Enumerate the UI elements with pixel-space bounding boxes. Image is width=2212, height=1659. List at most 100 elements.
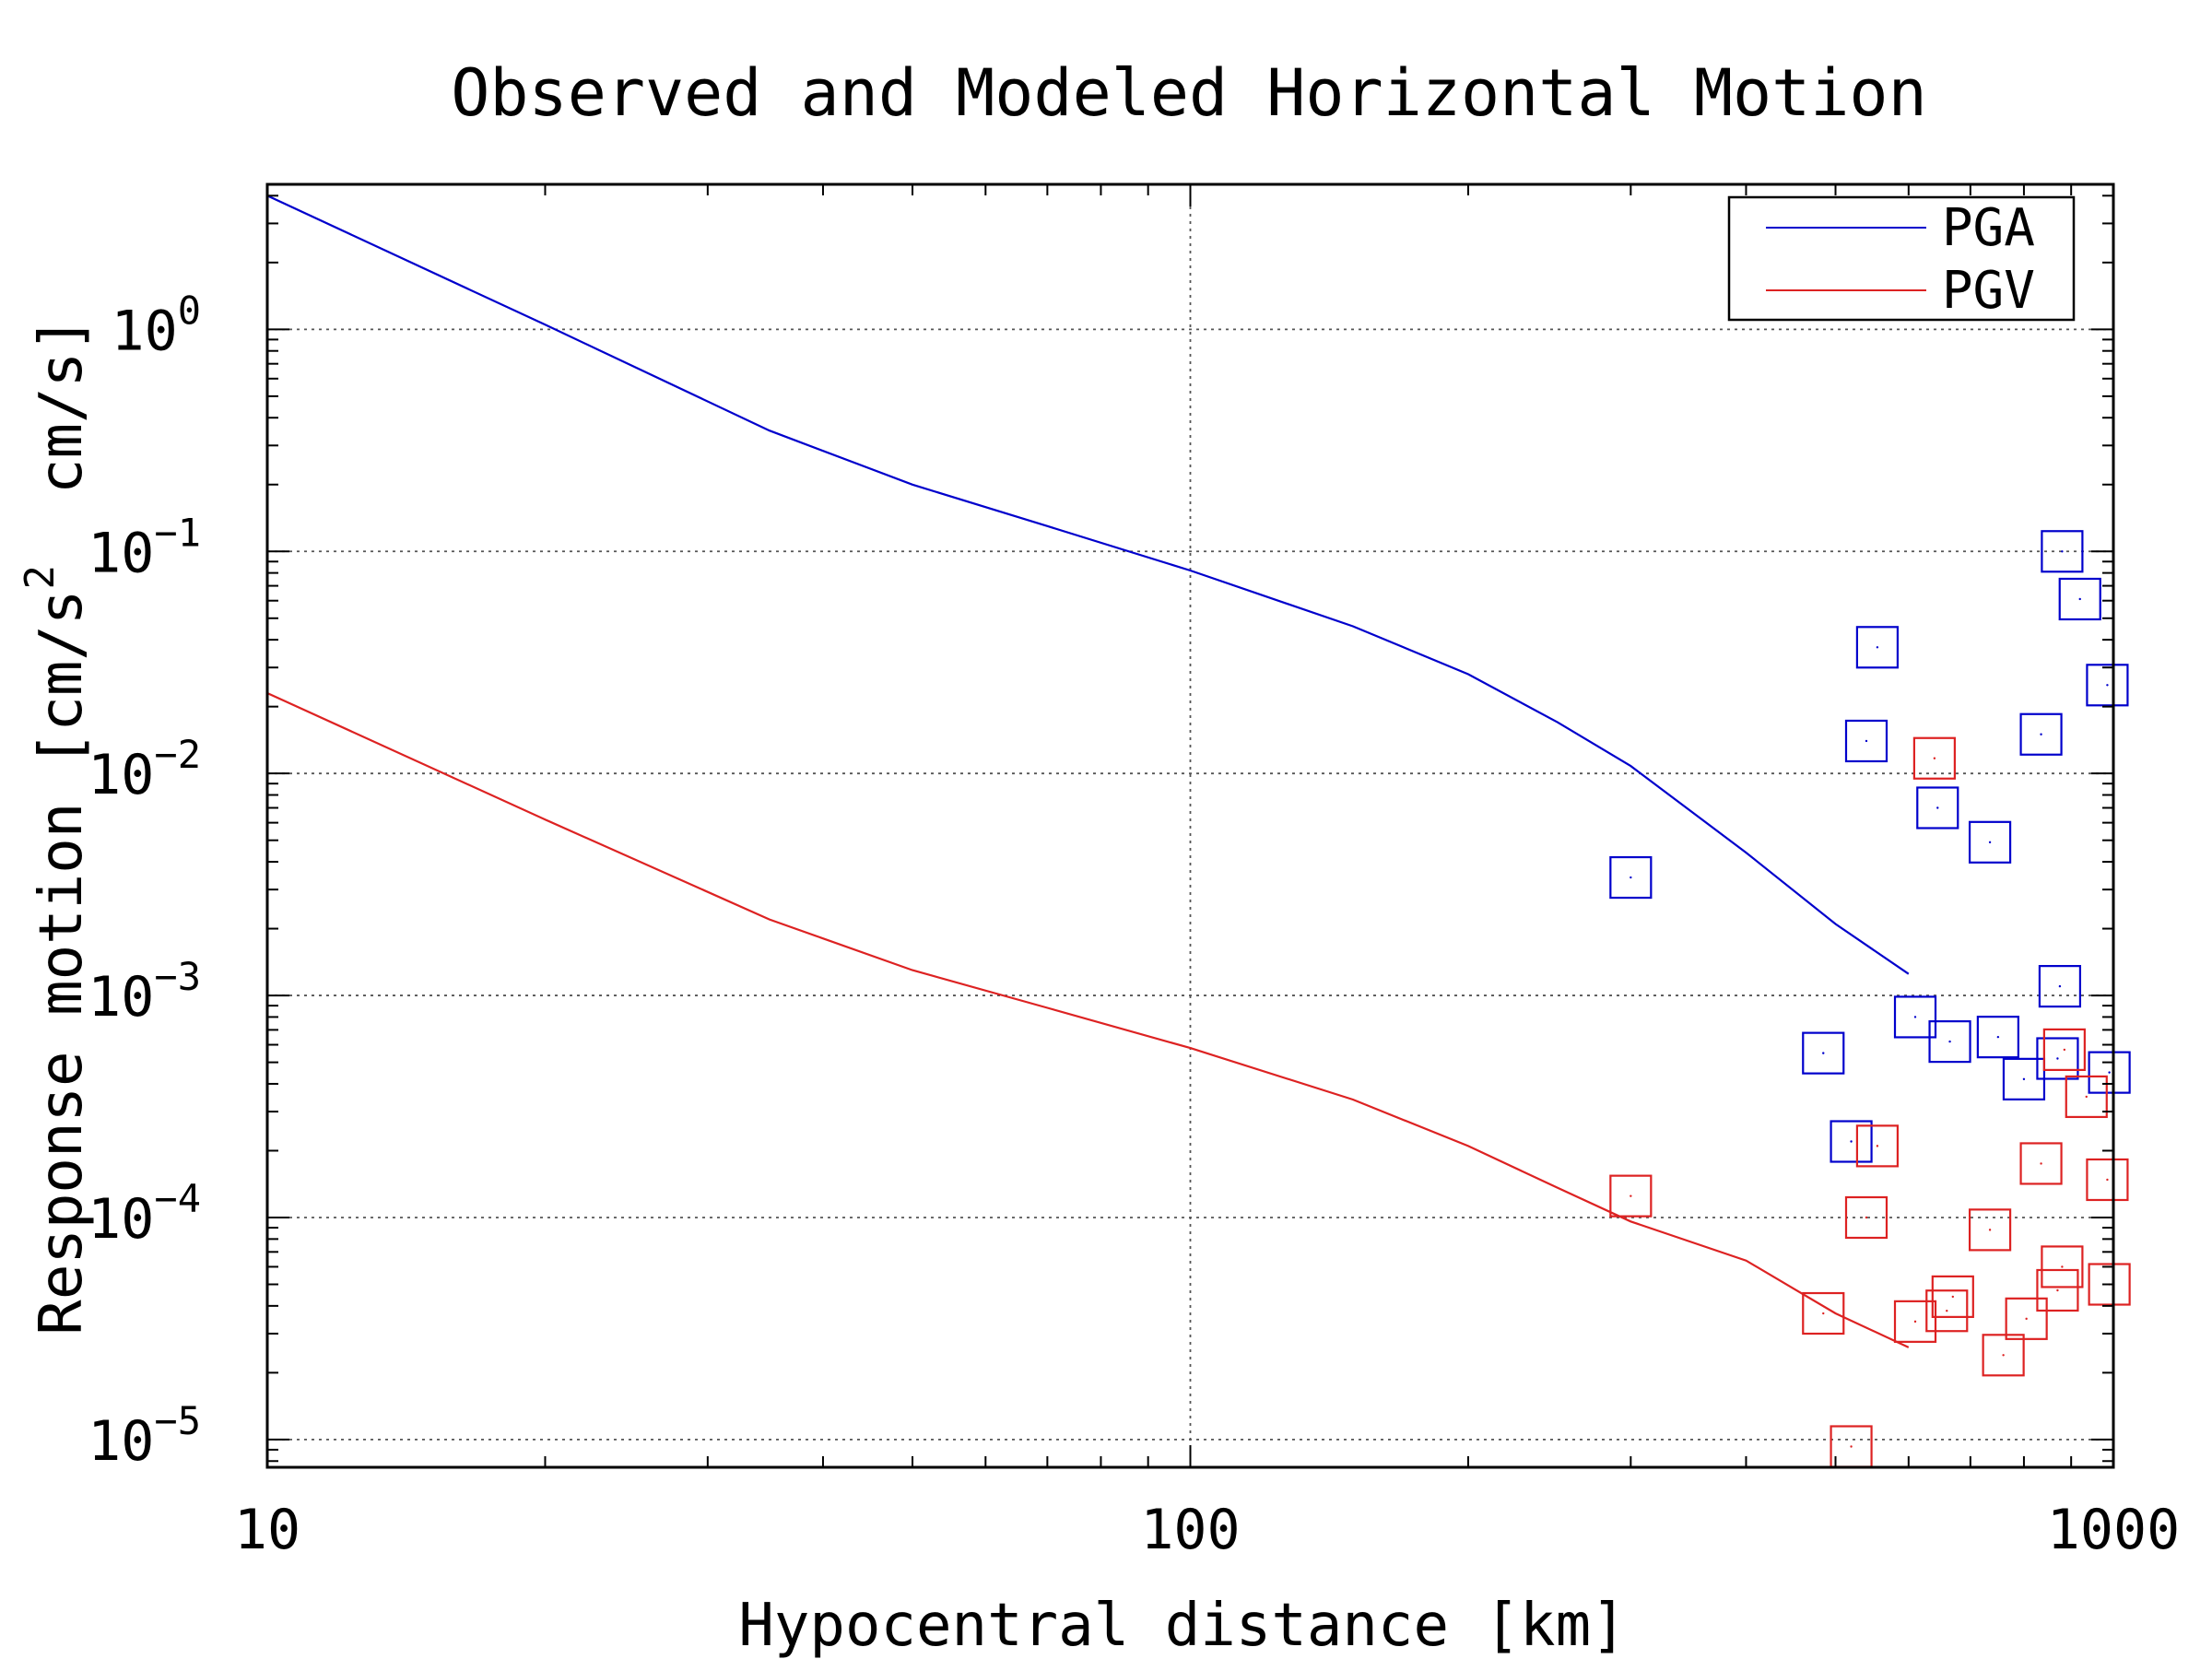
observed-point-center-pgv bbox=[2025, 1317, 2028, 1321]
plot-frame bbox=[265, 182, 2115, 1469]
y-tick-label-exp: −2 bbox=[154, 732, 201, 777]
observed-point-pgv bbox=[1982, 1334, 2025, 1377]
observed-point-pga bbox=[1802, 1031, 1845, 1075]
observed-point-center-pgv bbox=[1988, 1229, 1992, 1231]
y-tick-label: 100 bbox=[111, 288, 201, 363]
observed-point-center-pgv bbox=[2106, 1178, 2109, 1182]
observed-point-center-pga bbox=[1936, 806, 1939, 809]
observed-point-pgv bbox=[2088, 1263, 2131, 1306]
y-tick-label-base: 10 bbox=[111, 299, 177, 363]
y-tick-label: 10−2 bbox=[88, 732, 201, 807]
y-tick-label-exp: −4 bbox=[154, 1176, 201, 1221]
observed-point-pgv bbox=[2036, 1268, 2079, 1312]
y-tick-label-base: 10 bbox=[88, 743, 154, 807]
observed-point-pgv bbox=[1912, 736, 1956, 780]
observed-point-center-pgv bbox=[2063, 1048, 2066, 1052]
observed-point-center-pgv bbox=[1876, 1145, 1879, 1147]
observed-point-pga bbox=[2058, 577, 2101, 621]
observed-point-pgv bbox=[1609, 1174, 1653, 1218]
y-tick-label-base: 10 bbox=[88, 521, 154, 585]
y-tick-label-base: 10 bbox=[88, 965, 154, 1030]
legend-label-pgv: PGV bbox=[1942, 261, 2035, 321]
observed-point-center-pga bbox=[1630, 876, 1632, 879]
observed-point-pgv bbox=[1893, 1300, 1937, 1343]
observed-point-center-pgv bbox=[2056, 1288, 2059, 1292]
y-axis-label-end: cm/s] bbox=[28, 316, 96, 565]
observed-point-pgv bbox=[2019, 1142, 2063, 1185]
observed-point-center-pga bbox=[1913, 1016, 1917, 1018]
series-line-pgv bbox=[267, 691, 1910, 1348]
observed-markers bbox=[1609, 530, 2131, 1468]
x-axis-label: Hypocentral distance [km] bbox=[738, 1592, 1626, 1659]
observed-point-pga bbox=[1844, 719, 1888, 763]
y-axis-label-sup: 2 bbox=[17, 565, 64, 590]
observed-point-center-pgv bbox=[2002, 1354, 2005, 1357]
observed-point-pgv bbox=[2041, 1245, 2084, 1288]
x-tick-labels: 10 100 1000 bbox=[234, 1498, 2180, 1562]
observed-point-center-pga bbox=[1996, 1035, 2000, 1039]
observed-point-pga bbox=[2088, 1051, 2131, 1094]
observed-point-pgv bbox=[1925, 1289, 1969, 1333]
legend: PGA PGV bbox=[1727, 195, 2076, 322]
observed-point-center-pga bbox=[2022, 1077, 2026, 1081]
series-line-pga bbox=[267, 194, 1910, 975]
observed-point-center-pgv bbox=[1850, 1445, 1853, 1448]
observed-point-center-pgv bbox=[1946, 1310, 1948, 1312]
y-tick-label-base: 10 bbox=[88, 1409, 154, 1474]
y-axis-label: Response motion [cm/s2 cm/s] bbox=[17, 316, 96, 1335]
observed-point-pga bbox=[1609, 855, 1653, 900]
chart-title: Observed and Modeled Horizontal Motion bbox=[451, 55, 1926, 131]
observed-point-center-pga bbox=[1850, 1140, 1853, 1143]
observed-point-center-pga bbox=[1865, 739, 1868, 743]
observed-point-center-pga bbox=[2061, 550, 2064, 553]
observed-point-center-pga bbox=[1988, 841, 1992, 844]
observed-point-pgv bbox=[1844, 1195, 1888, 1240]
observed-point-center-pgv bbox=[1913, 1320, 1917, 1324]
observed-point-center-pgv bbox=[1822, 1312, 1825, 1315]
observed-point-center-pga bbox=[2078, 597, 2081, 601]
observed-point-pgv bbox=[1968, 1208, 2012, 1252]
observed-point-center-pgv bbox=[2040, 1162, 2042, 1165]
observed-point-pgv bbox=[1802, 1291, 1845, 1335]
series-layer bbox=[267, 194, 1910, 1348]
observed-point-pgv bbox=[2065, 1075, 2108, 1119]
y-tick-label: 10−1 bbox=[88, 510, 201, 585]
y-tick-label: 10−5 bbox=[88, 1398, 201, 1474]
observed-point-pga bbox=[1855, 626, 1900, 669]
observed-point-pga bbox=[1928, 1020, 1971, 1064]
x-tick-label: 10 bbox=[234, 1498, 300, 1562]
x-tick-label: 1000 bbox=[2047, 1498, 2181, 1562]
observed-point-center-pgv bbox=[2061, 1265, 2064, 1268]
y-axis-label-main: Response motion [cm/s bbox=[28, 590, 96, 1335]
observed-point-center-pgv bbox=[1951, 1295, 1955, 1299]
observed-point-center-pgv bbox=[1630, 1194, 1632, 1197]
y-tick-label: 10−4 bbox=[88, 1176, 201, 1252]
observed-point-center-pga bbox=[2056, 1057, 2059, 1060]
observed-point-center-pgv bbox=[2085, 1095, 2088, 1099]
observed-point-center-pga bbox=[2040, 733, 2042, 735]
y-tick-label-base: 10 bbox=[88, 1187, 154, 1252]
grid bbox=[267, 184, 2113, 1467]
y-tick-label: 10−3 bbox=[88, 954, 201, 1030]
observed-point-pga bbox=[1976, 1016, 2019, 1059]
observed-point-center-pgv bbox=[1933, 757, 1936, 759]
y-tick-label-exp: 0 bbox=[178, 288, 201, 333]
observed-point-pgv bbox=[1855, 1124, 1900, 1168]
observed-point-pgv bbox=[1931, 1275, 1974, 1318]
observed-point-pga bbox=[2019, 712, 2063, 756]
y-tick-label-exp: −3 bbox=[154, 954, 201, 999]
observed-point-pgv bbox=[2042, 1028, 2086, 1071]
observed-point-pga bbox=[1968, 820, 2012, 864]
observed-point-center-pga bbox=[1822, 1052, 1825, 1054]
observed-point-center-pga bbox=[2108, 1071, 2111, 1074]
observed-point-center-pga bbox=[2106, 684, 2109, 687]
observed-point-pga bbox=[1893, 995, 1937, 1039]
observed-point-center-pga bbox=[1876, 646, 1879, 649]
legend-box bbox=[1727, 195, 2076, 322]
y-tick-label-exp: −5 bbox=[154, 1398, 201, 1443]
observed-point-center-pga bbox=[2058, 984, 2062, 988]
observed-point-pgv bbox=[2086, 1158, 2129, 1202]
y-tick-label-exp: −1 bbox=[154, 510, 201, 555]
